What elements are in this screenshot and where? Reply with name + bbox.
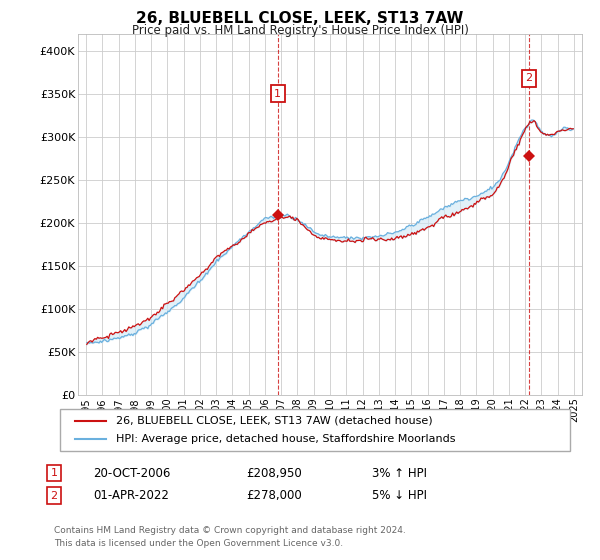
Text: 26, BLUEBELL CLOSE, LEEK, ST13 7AW: 26, BLUEBELL CLOSE, LEEK, ST13 7AW xyxy=(136,11,464,26)
Text: 3% ↑ HPI: 3% ↑ HPI xyxy=(372,466,427,480)
Text: 26, BLUEBELL CLOSE, LEEK, ST13 7AW (detached house): 26, BLUEBELL CLOSE, LEEK, ST13 7AW (deta… xyxy=(116,416,433,426)
Text: 2: 2 xyxy=(526,73,533,83)
Text: Price paid vs. HM Land Registry's House Price Index (HPI): Price paid vs. HM Land Registry's House … xyxy=(131,24,469,36)
Text: 1: 1 xyxy=(50,468,58,478)
Text: £208,950: £208,950 xyxy=(246,466,302,480)
Text: 01-APR-2022: 01-APR-2022 xyxy=(93,489,169,502)
Text: 1: 1 xyxy=(274,89,281,99)
Text: HPI: Average price, detached house, Staffordshire Moorlands: HPI: Average price, detached house, Staf… xyxy=(116,434,455,444)
Text: 20-OCT-2006: 20-OCT-2006 xyxy=(93,466,170,480)
Text: £278,000: £278,000 xyxy=(246,489,302,502)
Text: This data is licensed under the Open Government Licence v3.0.: This data is licensed under the Open Gov… xyxy=(54,539,343,548)
Text: 5% ↓ HPI: 5% ↓ HPI xyxy=(372,489,427,502)
FancyBboxPatch shape xyxy=(60,409,570,451)
Text: 2: 2 xyxy=(50,491,58,501)
Text: Contains HM Land Registry data © Crown copyright and database right 2024.: Contains HM Land Registry data © Crown c… xyxy=(54,526,406,535)
